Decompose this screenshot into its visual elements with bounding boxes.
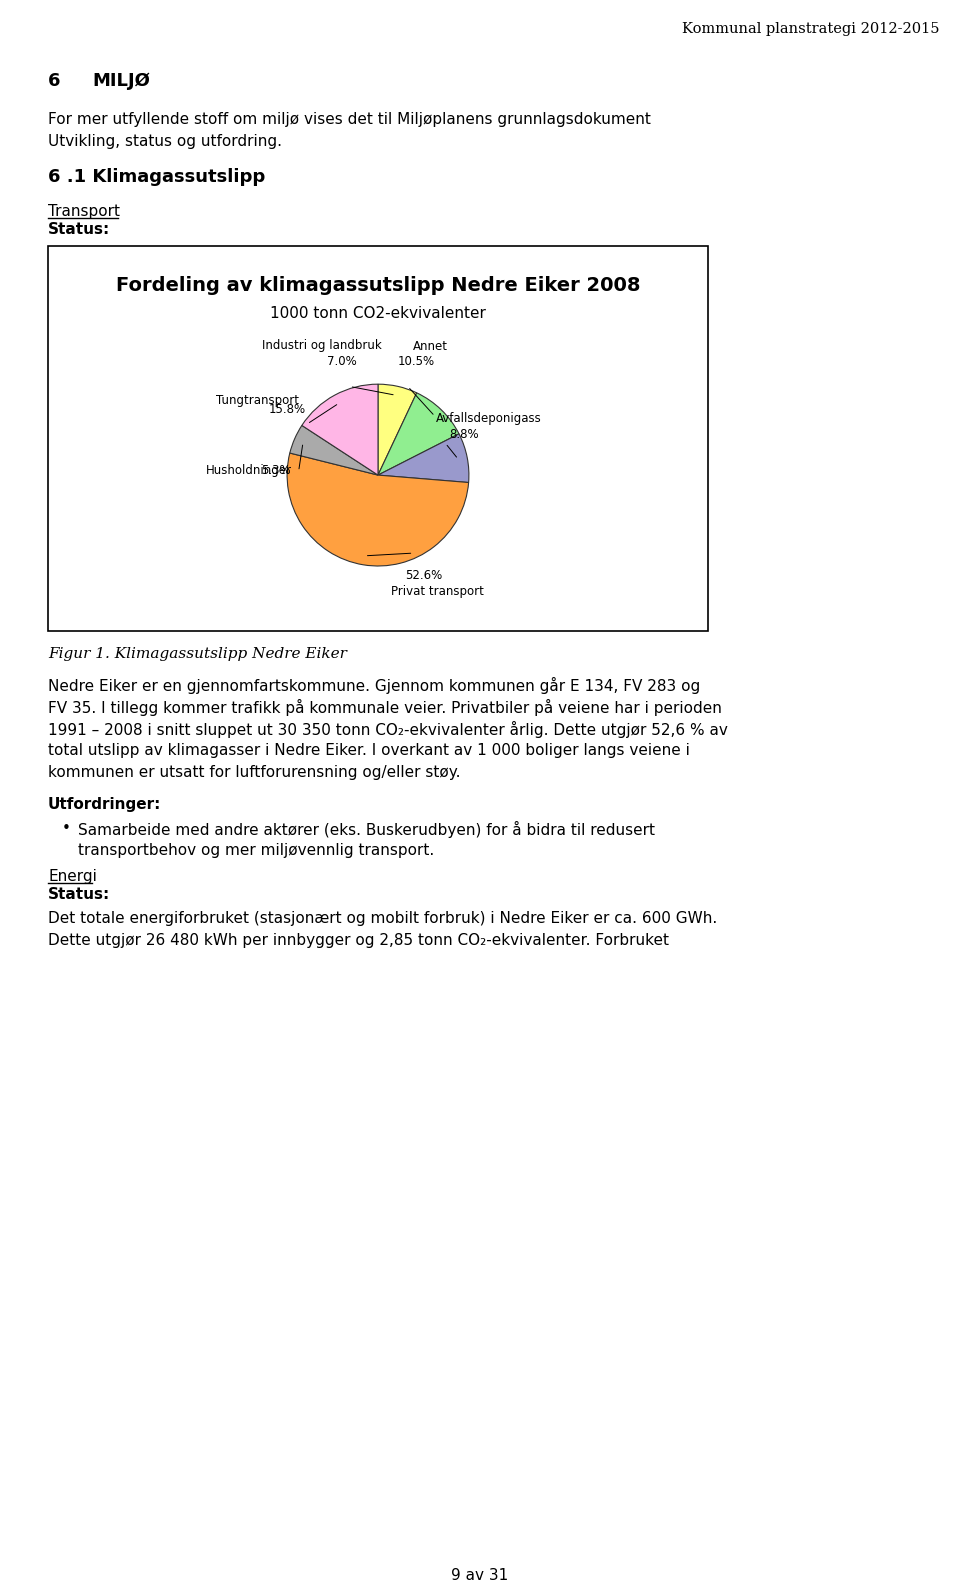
Text: 7.0%: 7.0% bbox=[326, 356, 356, 368]
Wedge shape bbox=[378, 392, 459, 475]
Text: •: • bbox=[62, 821, 71, 835]
Text: Dette utgjør 26 480 kWh per innbygger og 2,85 tonn CO₂-ekvivalenter. Forbruket: Dette utgjør 26 480 kWh per innbygger og… bbox=[48, 934, 669, 948]
Text: 9 av 31: 9 av 31 bbox=[451, 1567, 509, 1583]
Text: Annet: Annet bbox=[413, 340, 448, 353]
Text: kommunen er utsatt for luftforurensning og/eller støy.: kommunen er utsatt for luftforurensning … bbox=[48, 765, 461, 780]
Text: Kommunal planstrategi 2012-2015: Kommunal planstrategi 2012-2015 bbox=[683, 22, 940, 37]
Text: Privat transport: Privat transport bbox=[391, 584, 484, 599]
Text: Industri og landbruk: Industri og landbruk bbox=[262, 340, 381, 353]
Wedge shape bbox=[301, 384, 378, 475]
Text: Nedre Eiker er en gjennomfartskommune. Gjennom kommunen går E 134, FV 283 og: Nedre Eiker er en gjennomfartskommune. G… bbox=[48, 676, 700, 694]
Text: Tungtransport: Tungtransport bbox=[217, 394, 300, 407]
Text: transportbehov og mer miljøvennlig transport.: transportbehov og mer miljøvennlig trans… bbox=[78, 843, 434, 858]
Text: Status:: Status: bbox=[48, 222, 110, 237]
Text: Samarbeide med andre aktører (eks. Buskerudbyen) for å bidra til redusert: Samarbeide med andre aktører (eks. Buske… bbox=[78, 821, 655, 838]
Text: Det totale energiforbruket (stasjonært og mobilt forbruk) i Nedre Eiker er ca. 6: Det totale energiforbruket (stasjonært o… bbox=[48, 912, 717, 926]
Text: 15.8%: 15.8% bbox=[269, 403, 305, 416]
Text: 6: 6 bbox=[48, 71, 60, 91]
Wedge shape bbox=[378, 434, 468, 483]
Text: 1991 – 2008 i snitt sluppet ut 30 350 tonn CO₂-ekvivalenter årlig. Dette utgjør : 1991 – 2008 i snitt sluppet ut 30 350 to… bbox=[48, 721, 728, 738]
Wedge shape bbox=[287, 453, 468, 565]
Text: Transport: Transport bbox=[48, 203, 120, 219]
Text: Figur 1. Klimagassutslipp Nedre Eiker: Figur 1. Klimagassutslipp Nedre Eiker bbox=[48, 646, 347, 661]
Text: 6 .1 Klimagassutslipp: 6 .1 Klimagassutslipp bbox=[48, 168, 265, 186]
Text: 10.5%: 10.5% bbox=[397, 356, 435, 368]
Text: Utfordringer:: Utfordringer: bbox=[48, 797, 161, 811]
Text: total utslipp av klimagasser i Nedre Eiker. I overkant av 1 000 boliger langs ve: total utslipp av klimagasser i Nedre Eik… bbox=[48, 743, 690, 757]
Text: 8.8%: 8.8% bbox=[449, 427, 479, 441]
Text: Fordeling av klimagassutslipp Nedre Eiker 2008: Fordeling av klimagassutslipp Nedre Eike… bbox=[116, 276, 640, 295]
Wedge shape bbox=[290, 426, 378, 475]
Text: MILJØ: MILJØ bbox=[92, 71, 150, 91]
Text: Utvikling, status og utfordring.: Utvikling, status og utfordring. bbox=[48, 133, 282, 149]
Text: FV 35. I tillegg kommer trafikk på kommunale veier. Privatbiler på veiene har i : FV 35. I tillegg kommer trafikk på kommu… bbox=[48, 699, 722, 716]
Text: Status:: Status: bbox=[48, 888, 110, 902]
Text: Energi: Energi bbox=[48, 869, 97, 885]
Bar bbox=[48, 246, 708, 630]
Text: 52.6%: 52.6% bbox=[405, 569, 442, 581]
Text: 5.3%: 5.3% bbox=[261, 464, 291, 476]
Wedge shape bbox=[378, 384, 417, 475]
Text: 1000 tonn CO2-ekvivalenter: 1000 tonn CO2-ekvivalenter bbox=[270, 306, 486, 321]
Text: Avfallsdeponigass: Avfallsdeponigass bbox=[436, 413, 541, 426]
Text: For mer utfyllende stoff om miljø vises det til Miljøplanens grunnlagsdokument: For mer utfyllende stoff om miljø vises … bbox=[48, 113, 651, 127]
Text: Husholdninger: Husholdninger bbox=[205, 464, 292, 476]
